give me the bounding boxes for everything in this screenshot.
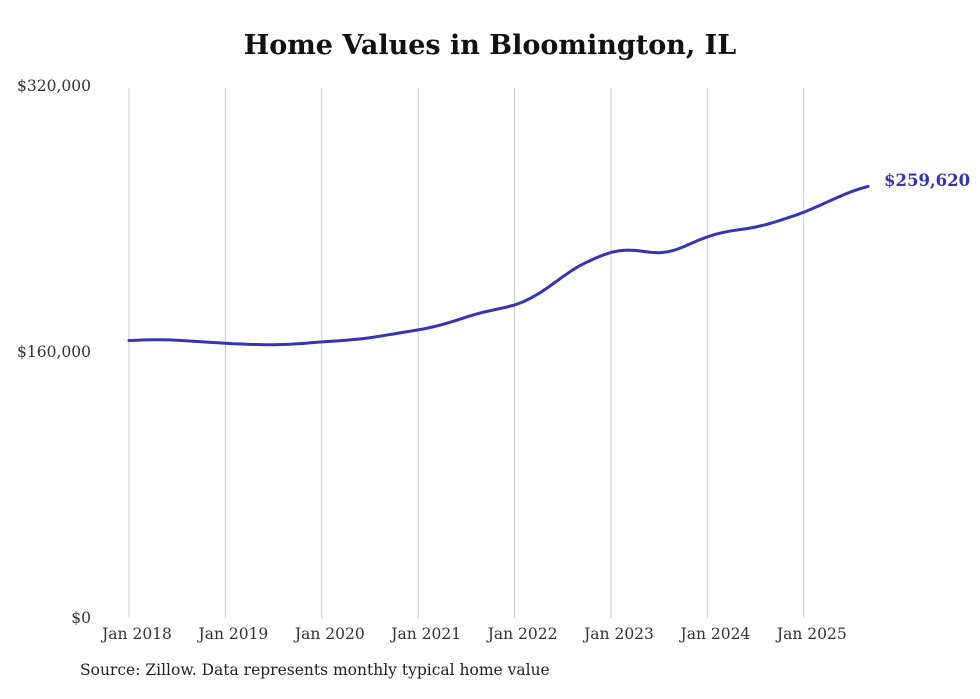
x-tick-label: Jan 2021 — [389, 625, 461, 643]
x-tick-label: Jan 2025 — [775, 625, 847, 643]
x-tick-label: Jan 2024 — [678, 625, 750, 643]
y-tick-label: $160,000 — [17, 343, 91, 361]
line-chart-plot: Jan 2018 Jan 2019 Jan 2020 Jan 2021 Jan 2022… — [17, 77, 870, 643]
x-tick-label: Jan 2023 — [582, 625, 654, 643]
source-note: Source: Zillow. Data represents monthly … — [80, 661, 550, 679]
chart-title: Home Values in Bloomington, IL — [243, 30, 737, 61]
x-tick-label: Jan 2019 — [196, 625, 268, 643]
y-tick-label: $0 — [71, 609, 91, 627]
home-value-line-series — [127, 184, 870, 347]
x-tick-label: Jan 2020 — [293, 625, 365, 643]
x-tick-label: Jan 2022 — [486, 625, 558, 643]
final-value-label: $259,620 — [884, 171, 971, 190]
x-tick-label: Jan 2018 — [100, 625, 172, 643]
y-tick-label: $320,000 — [17, 77, 91, 95]
